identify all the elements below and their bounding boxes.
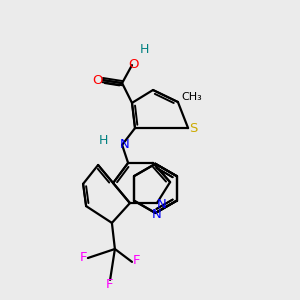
Text: F: F [133,254,140,268]
Text: N: N [157,198,166,211]
Text: CH₃: CH₃ [181,92,202,103]
Text: H: H [99,134,108,147]
Text: N: N [120,138,129,152]
Text: O: O [92,74,103,87]
Text: S: S [189,122,197,135]
Text: H: H [140,43,149,56]
Text: F: F [106,278,113,291]
Text: O: O [128,58,139,71]
Text: F: F [80,250,87,264]
Text: N: N [152,208,162,221]
